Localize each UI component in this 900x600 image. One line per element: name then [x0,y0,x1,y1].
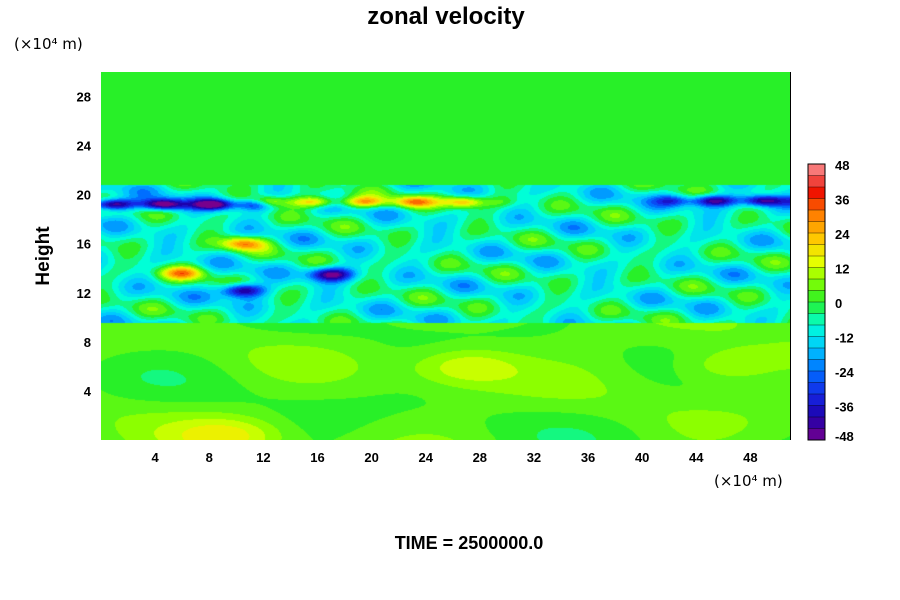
y-tick-label: 12 [77,286,91,301]
colorbar-swatch [808,221,825,234]
x-tick-label: 40 [635,450,649,465]
y-tick-label: 28 [77,90,91,105]
colorbar-swatch [808,382,825,395]
x-unit-label: (×10⁴ m) [714,472,783,490]
x-tick-label: 16 [310,450,324,465]
colorbar-swatch [808,233,825,245]
colorbar-tick-label: 24 [835,227,850,242]
x-tick-label: 32 [527,450,541,465]
colorbar-swatch [808,371,825,383]
heatmap-canvas [101,72,791,440]
colorbar-swatch [808,187,825,199]
x-axis: 4 8 12 16 20 24 28 32 36 40 44 48 [152,450,758,465]
colorbar-tick-label: 36 [835,193,849,208]
colorbar-tick-label: 12 [835,262,849,277]
colorbar-swatch [808,164,825,176]
y-axis-label: Height [33,226,54,286]
x-tick-label: 12 [256,450,270,465]
x-tick-label: 44 [689,450,704,465]
colorbar-swatch [808,256,825,268]
colorbar-swatch [808,267,825,280]
chart-title: zonal velocity [367,3,525,30]
colorbar-tick-label: -12 [835,331,854,346]
x-tick-label: 28 [473,450,487,465]
colorbar-swatch [808,279,825,291]
y-tick-label: 16 [77,237,91,252]
colorbar-swatch [808,394,825,406]
colorbar-swatch [808,325,825,337]
colorbar-frame [807,163,826,441]
x-tick-label: 36 [581,450,595,465]
colorbar-swatch [808,198,825,211]
heatmap-field [101,72,791,440]
colorbar-tick-label: -24 [835,365,855,380]
colorbar-swatch [808,175,825,188]
x-tick-label: 20 [364,450,378,465]
colorbar-tick-label: -36 [835,400,854,415]
y-tick-label: 4 [84,384,92,399]
y-tick-label: 20 [77,188,91,203]
x-tick-label: 48 [743,450,757,465]
x-tick-label: 4 [152,450,160,465]
colorbar-swatch [808,210,825,222]
colorbar: 48 36 24 12 0 -12 -24 -36 -48 [807,158,855,444]
plot-area [101,72,791,440]
colorbar-swatch [808,348,825,360]
colorbar-tick-label: 48 [835,158,849,173]
y-unit-label: (×10⁴ m) [14,35,83,53]
colorbar-swatch [808,428,825,441]
colorbar-swatch [808,313,825,326]
y-tick-label: 8 [84,335,91,350]
colorbar-swatch [808,244,825,257]
colorbar-swatch [808,417,825,429]
colorbar-swatch [808,336,825,349]
time-label: TIME = 2500000.0 [395,533,544,553]
colorbar-swatch [808,405,825,418]
colorbar-tick-label: -48 [835,429,854,444]
colorbar-swatch [808,359,825,372]
colorbar-swatch [808,302,825,314]
colorbar-swatch [808,290,825,303]
x-tick-label: 8 [206,450,213,465]
colorbar-tick-label: 0 [835,296,842,311]
x-tick-label: 24 [418,450,433,465]
y-tick-label: 24 [77,139,92,154]
y-axis: 4 8 12 16 20 24 28 [77,90,92,399]
